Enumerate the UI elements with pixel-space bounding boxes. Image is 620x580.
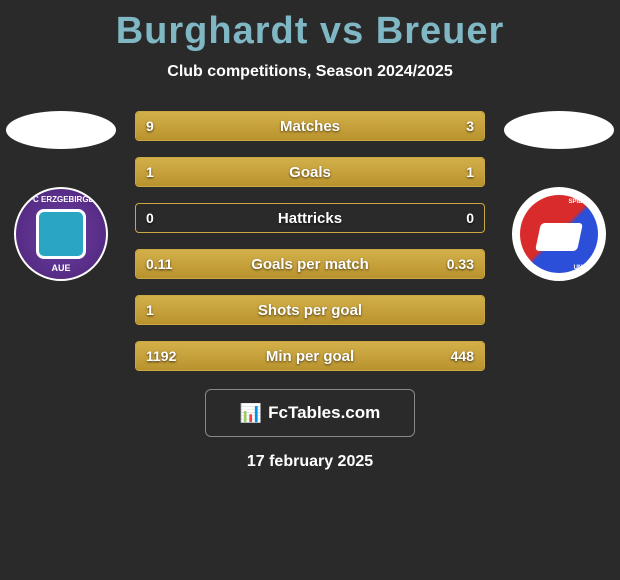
stats-bars: Matches93 Goals11 Hattricks0 0 Goals per mat… [135,111,485,371]
club-badge-left: FC ERZGEBIRGE AUE [14,187,108,281]
club-badge-right: SPIELVEREINIGUNG UNTERHACHING [512,187,606,281]
chart-icon: 📊 [240,403,262,424]
club-left-short: AUE [51,263,70,273]
bar-right-fill [310,158,484,186]
bar-left-fill [136,250,223,278]
left-column: FC ERZGEBIRGE AUE [5,111,117,281]
footer-date: 17 february 2025 [0,453,620,471]
club-left-name: FC ERZGEBIRGE [28,195,94,204]
page-title: Burghardt vs Breuer [0,0,620,53]
bar-left-fill [136,112,397,140]
bar-right-fill [397,112,484,140]
club-right-short: UNTERHACHING [559,265,606,271]
player-right-placeholder [504,111,614,149]
footer-brand-box: 📊 FcTables.com [205,389,415,437]
bar-left-fill [136,158,310,186]
stat-bar: Hattricks0 0 [135,203,485,233]
footer-brand-text: FcTables.com [268,403,380,423]
player-left-placeholder [6,111,116,149]
stat-value-right: 0 [466,204,474,232]
comparison-content: FC ERZGEBIRGE AUE Matches93 Goals11 Hattri… [0,111,620,371]
subtitle: Club competitions, Season 2024/2025 [0,63,620,81]
stat-bar: Goals per match0.110.33 [135,249,485,279]
stat-bar: Goals11 [135,157,485,187]
bar-left-fill [136,296,484,324]
bar-right-fill [310,342,484,370]
bar-right-fill [223,250,484,278]
stat-bar: Shots per goal1 [135,295,485,325]
stat-bar: Min per goal1192448 [135,341,485,371]
stat-value-left: 0 [146,204,154,232]
right-column: SPIELVEREINIGUNG UNTERHACHING [503,111,615,281]
bar-left-fill [136,342,310,370]
stat-label: Hattricks [136,204,484,232]
club-right-name: SPIELVEREINIGUNG [559,199,606,205]
stat-bar: Matches93 [135,111,485,141]
